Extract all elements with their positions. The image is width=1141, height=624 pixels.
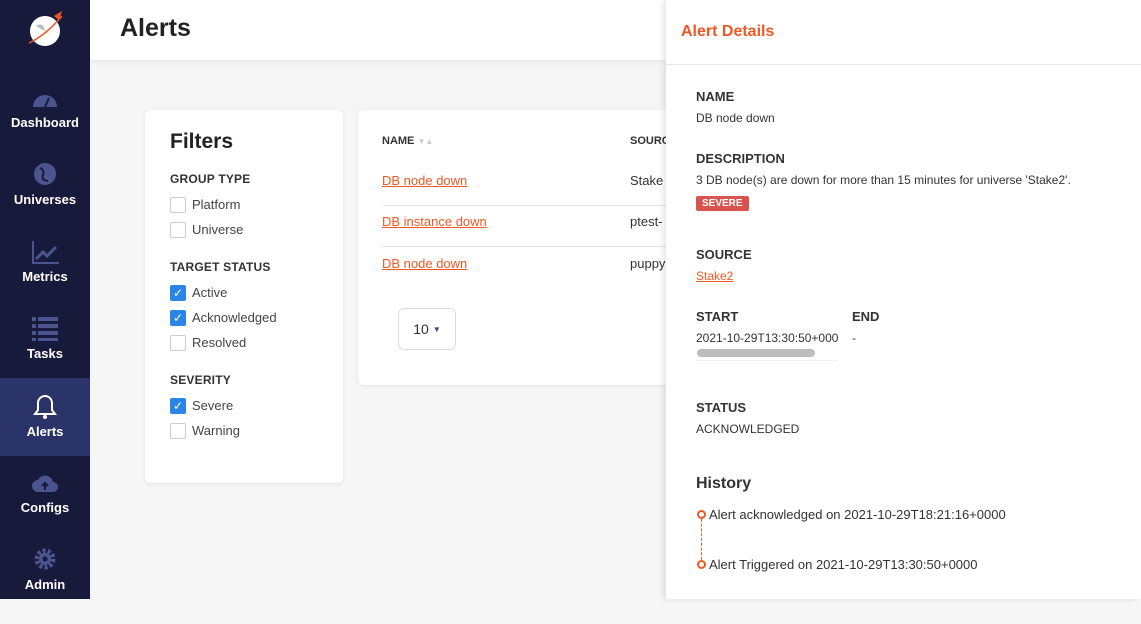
sidebar-item-label: Alerts bbox=[26, 424, 64, 439]
logo-icon[interactable] bbox=[26, 10, 66, 50]
checkbox-active[interactable]: ✓ Active bbox=[170, 280, 318, 305]
caret-down-icon: ▼ bbox=[432, 324, 441, 334]
bell-icon bbox=[33, 394, 57, 419]
alerts-table: NAME ▼▲ SOURC DB node down Stake DB insta… bbox=[358, 110, 682, 385]
alert-details-panel: Alert Details NAME DB node down DESCRIPT… bbox=[666, 0, 1141, 599]
checkbox-label: Platform bbox=[192, 197, 241, 212]
severity-badge: SEVERE bbox=[696, 196, 749, 211]
chart-line-icon bbox=[32, 241, 59, 264]
alert-source: ptest- bbox=[630, 214, 663, 229]
checkbox-severe[interactable]: ✓ Severe bbox=[170, 393, 318, 418]
checkbox-label: Acknowledged bbox=[192, 310, 277, 325]
sidebar-item-metrics[interactable]: Metrics bbox=[0, 239, 90, 316]
sidebar-item-universes[interactable]: Universes bbox=[0, 162, 90, 239]
start-value: 2021-10-29T13:30:50+0000 bbox=[696, 331, 838, 361]
start-label: START bbox=[696, 309, 739, 324]
sidebar-item-label: Admin bbox=[24, 577, 66, 592]
sidebar-item-label: Dashboard bbox=[11, 115, 79, 130]
gear-icon bbox=[34, 548, 56, 570]
alert-name-link[interactable]: DB node down bbox=[382, 173, 468, 188]
checkbox-warning[interactable]: Warning bbox=[170, 418, 318, 443]
table-row[interactable]: DB instance down ptest- bbox=[382, 206, 682, 247]
page-title: Alerts bbox=[120, 14, 191, 42]
dashboard-icon bbox=[33, 95, 57, 108]
status-label: STATUS bbox=[696, 400, 747, 415]
sidebar-item-dashboard[interactable]: Dashboard bbox=[0, 85, 90, 162]
timeline-dot-icon bbox=[697, 510, 706, 519]
page-size-value: 10 bbox=[413, 321, 429, 337]
sidebar-item-configs[interactable]: Configs bbox=[0, 470, 90, 547]
cloud-upload-icon bbox=[32, 475, 58, 492]
table-row[interactable]: DB node down puppy bbox=[382, 248, 682, 289]
column-header-source[interactable]: SOURC bbox=[630, 135, 670, 147]
checkbox-platform[interactable]: Platform bbox=[170, 192, 318, 217]
checkbox-acknowledged[interactable]: ✓ Acknowledged bbox=[170, 305, 318, 330]
timeline-line bbox=[701, 519, 702, 560]
alert-name-link[interactable]: DB node down bbox=[382, 256, 468, 271]
severity-label: SEVERITY bbox=[170, 373, 231, 387]
filters-title: Filters bbox=[170, 130, 234, 153]
sidebar-item-label: Universes bbox=[13, 192, 77, 207]
sidebar-item-alerts[interactable]: Alerts bbox=[0, 378, 90, 456]
sidebar-item-admin[interactable]: Admin bbox=[0, 547, 90, 624]
checkbox-label: Resolved bbox=[192, 335, 247, 350]
checkbox-label: Universe bbox=[192, 222, 244, 237]
sidebar-item-label: Configs bbox=[20, 500, 70, 515]
checkbox-resolved[interactable]: Resolved bbox=[170, 330, 318, 355]
end-label: END bbox=[852, 309, 880, 324]
sidebar-item-tasks[interactable]: Tasks bbox=[0, 316, 90, 393]
history-item: Alert Triggered on 2021-10-29T13:30:50+0… bbox=[709, 557, 978, 572]
description-label: DESCRIPTION bbox=[696, 151, 785, 166]
list-icon bbox=[32, 317, 58, 341]
group-type-label: GROUP TYPE bbox=[170, 172, 251, 186]
description-value: 3 DB node(s) are down for more than 15 m… bbox=[696, 173, 1071, 187]
sidebar-item-label: Metrics bbox=[22, 269, 68, 284]
source-label: SOURCE bbox=[696, 247, 752, 262]
globe-icon bbox=[34, 163, 56, 185]
checkbox-label: Severe bbox=[192, 398, 234, 413]
timeline-dot-icon bbox=[697, 560, 706, 569]
sort-icon[interactable]: ▼▲ bbox=[417, 137, 434, 146]
sidebar-item-label: Tasks bbox=[27, 346, 63, 361]
end-value: - bbox=[852, 331, 856, 345]
checkbox-universe[interactable]: Universe bbox=[170, 217, 318, 242]
horizontal-scrollbar[interactable] bbox=[697, 349, 815, 357]
target-status-label: TARGET STATUS bbox=[170, 260, 271, 274]
alert-source: puppy bbox=[630, 256, 666, 271]
name-value: DB node down bbox=[696, 111, 775, 125]
checkbox-label: Warning bbox=[192, 423, 240, 438]
sidebar: Dashboard Universes Metrics Tasks Alerts… bbox=[0, 0, 90, 599]
column-header-name[interactable]: NAME ▼▲ bbox=[382, 135, 434, 147]
page-header: Alerts bbox=[90, 0, 666, 60]
checkbox-label: Active bbox=[192, 285, 228, 300]
filters-panel: Filters GROUP TYPE Platform Universe TAR… bbox=[145, 110, 343, 483]
history-title: History bbox=[696, 475, 752, 492]
alert-source: Stake bbox=[630, 173, 664, 188]
alert-name-link[interactable]: DB instance down bbox=[382, 214, 487, 229]
history-item: Alert acknowledged on 2021-10-29T18:21:1… bbox=[709, 507, 1006, 522]
table-row[interactable]: DB node down Stake bbox=[382, 165, 682, 206]
source-link[interactable]: Stake2 bbox=[696, 269, 734, 283]
name-label: NAME bbox=[696, 89, 735, 104]
details-title: Alert Details bbox=[666, 0, 1141, 65]
page-size-dropdown[interactable]: 10 ▼ bbox=[398, 308, 456, 350]
status-value: ACKNOWLEDGED bbox=[696, 422, 800, 436]
